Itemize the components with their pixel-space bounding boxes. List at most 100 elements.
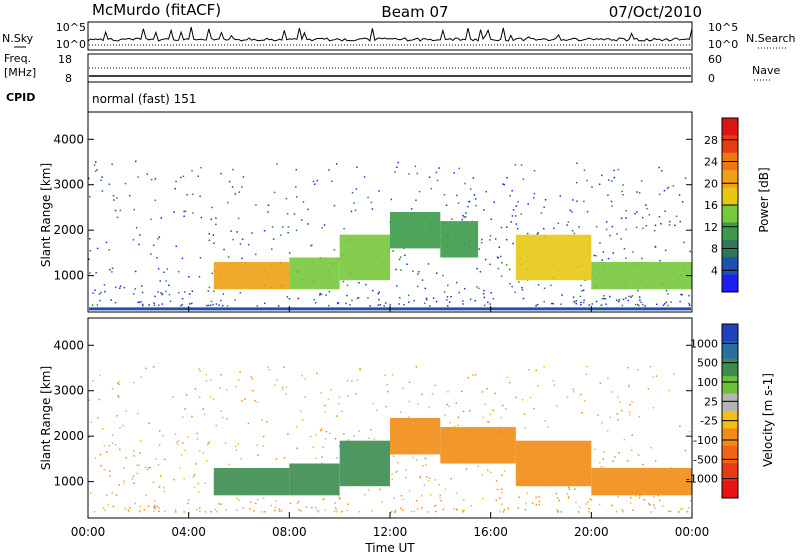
echo-point <box>479 271 482 273</box>
echo-point <box>118 396 120 398</box>
echo-point <box>90 492 92 494</box>
echo-point <box>173 211 175 213</box>
echo-point <box>212 398 215 400</box>
echo-point <box>617 419 619 421</box>
range-tick-label: 3000 <box>53 384 84 398</box>
echo-point <box>193 473 196 476</box>
echo-point <box>111 434 114 436</box>
echo-point <box>432 297 435 299</box>
echo-point <box>403 304 405 306</box>
echo-point <box>654 245 657 248</box>
echo-point <box>456 509 458 511</box>
echo-point <box>199 195 201 198</box>
echo-point <box>263 511 266 513</box>
echo-point <box>188 499 190 501</box>
echo-point <box>188 293 191 295</box>
echo-point <box>533 192 536 195</box>
echo-point <box>104 290 106 293</box>
echo-point <box>267 211 269 213</box>
echo-point <box>298 509 301 511</box>
echo-point <box>222 293 225 295</box>
echo-point <box>681 201 684 203</box>
echo-point <box>533 197 535 199</box>
echo-point <box>462 410 465 413</box>
echo-point <box>642 303 644 306</box>
echo-point <box>116 197 118 199</box>
echo-point <box>249 508 251 510</box>
echo-point <box>196 432 198 435</box>
echo-point <box>572 391 575 393</box>
echo-point <box>575 302 577 305</box>
echo-point <box>566 493 569 495</box>
echo-point <box>557 222 560 224</box>
echo-point <box>95 161 97 163</box>
echo-point <box>476 267 478 270</box>
echo-point <box>141 291 144 294</box>
echo-point <box>638 415 640 418</box>
echo-point <box>234 299 236 301</box>
echo-point <box>220 299 222 302</box>
freq-tick-top: 18 <box>58 53 72 66</box>
echo-point <box>267 366 269 368</box>
echo-point <box>139 234 141 236</box>
echo-point <box>526 232 529 235</box>
echo-point <box>200 166 202 169</box>
echo-point <box>642 463 644 466</box>
echo-point <box>319 429 322 432</box>
echo-point <box>145 494 147 497</box>
echo-point <box>446 299 448 301</box>
echo-point <box>658 166 660 169</box>
echo-point <box>103 469 106 471</box>
echo-point <box>172 396 174 398</box>
echo-point <box>355 188 358 190</box>
echo-point <box>104 509 106 511</box>
echo-point <box>119 285 122 287</box>
echo-point <box>157 463 160 466</box>
echo-point <box>134 270 137 273</box>
echo-point <box>275 500 277 502</box>
echo-point <box>489 303 491 305</box>
echo-point <box>346 380 349 382</box>
echo-point <box>553 227 555 229</box>
echo-point <box>235 385 237 388</box>
echo-point <box>688 431 691 433</box>
echo-point <box>213 290 215 292</box>
colorbar-tick-label: -25 <box>700 415 718 428</box>
colorbar-tick-label: 1000 <box>690 337 718 350</box>
echo-point <box>620 217 623 219</box>
echo-point <box>198 276 201 278</box>
echo-point <box>283 457 286 459</box>
echo-point <box>327 398 330 401</box>
echo-point <box>367 297 369 299</box>
echo-point <box>263 302 266 305</box>
echo-point <box>325 430 328 433</box>
colorbar-segment <box>722 170 738 189</box>
echo-point <box>234 193 237 195</box>
echo-point <box>191 302 193 305</box>
echo-point <box>100 179 102 181</box>
echo-point <box>688 302 690 305</box>
echo-point <box>638 296 641 298</box>
echo-point <box>668 224 671 226</box>
echo-point <box>621 190 623 193</box>
echo-point <box>237 378 240 381</box>
echo-point <box>288 298 291 300</box>
echo-point <box>173 478 175 481</box>
echo-point <box>207 304 210 307</box>
echo-point <box>247 422 250 425</box>
echo-point <box>183 477 185 480</box>
echo-point <box>385 406 387 408</box>
echo-point <box>182 416 184 418</box>
echo-point <box>353 435 355 437</box>
echo-point <box>470 505 472 507</box>
echo-point <box>602 251 605 253</box>
echo-point <box>210 396 212 398</box>
echo-point <box>399 297 401 299</box>
echo-point <box>180 454 183 456</box>
echo-point <box>138 243 140 246</box>
echo-point <box>679 220 681 223</box>
echo-point <box>163 271 165 273</box>
echo-point <box>307 208 309 211</box>
echo-point <box>612 460 614 462</box>
echo-point <box>152 366 155 368</box>
